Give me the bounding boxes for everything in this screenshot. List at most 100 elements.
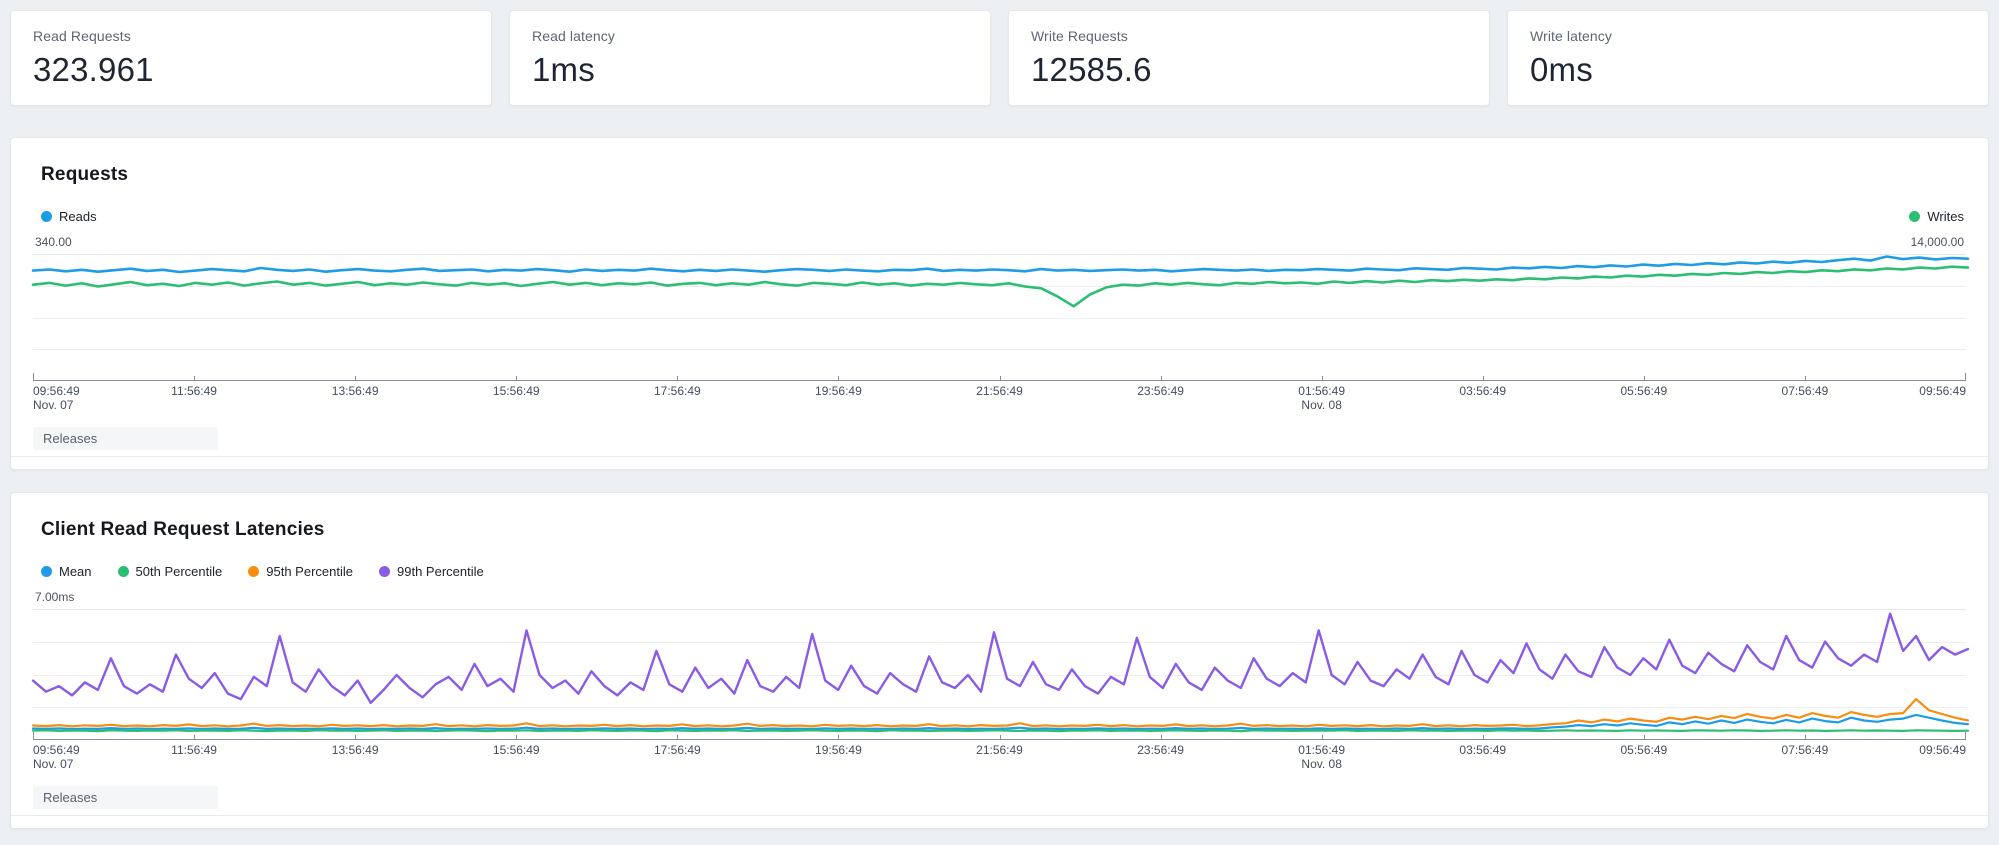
x-tick-label: 23:56:49 [1137,384,1184,398]
axis-tick [1160,376,1162,381]
panel-divider [11,456,1988,457]
legend-item[interactable]: Mean [41,564,92,579]
axis-tick [677,735,679,740]
axis-tick [999,735,1001,740]
series-line-reads [31,255,1970,274]
x-tick-label: 05:56:49 [1620,384,1668,398]
x-tick-label: 23:56:49 [1137,743,1184,757]
x-tick-label: 09:56:49 [1919,384,1966,398]
panel-title: Client Read Request Latencies [41,519,325,540]
series-line-50th-percentile [31,729,1970,733]
chart-plot-area[interactable] [31,254,1970,380]
x-labels: 09:56:49 Nov. 07 11:56:49 13:56:49 15:56:49 1… [33,743,1966,777]
x-tick-label: 05:56:49 [1620,743,1668,757]
legend-label: 95th Percentile [266,563,353,579]
x-tick-label: 13:56:49 [331,384,379,398]
axis-tick [194,376,196,381]
releases-toggle[interactable]: Releases [33,786,218,809]
series-line-95th-percentile [31,697,1970,728]
stat-card-read-requests: Read Requests 323.961 [10,10,492,106]
stat-value: 323.961 [33,51,154,88]
legend-label: Mean [59,563,92,579]
stat-card-row: Read Requests 323.961 Read latency 1ms W… [0,0,1999,106]
axis-tick [355,735,357,740]
x-tick-label: 21:56:49 [976,384,1023,398]
x-axis [33,373,1966,381]
axis-tick [1321,735,1323,740]
axis-tick [516,376,518,381]
x-tick-label: 09:56:49 [1919,743,1966,757]
axis-tick [1643,376,1645,381]
x-tick-label: 11:56:49 [171,384,217,398]
line-chart-svg [31,255,1970,308]
panel-title: Requests [41,164,129,185]
axis-tick [1321,376,1323,381]
line-chart-svg [31,612,1970,733]
releases-toggle[interactable]: Releases [33,427,218,450]
x-tick-label: 07:56:49 [1781,384,1829,398]
legend-item[interactable]: Writes [1909,209,1964,224]
legend-item[interactable]: 50th Percentile [117,563,223,579]
series-line-writes [31,265,1970,308]
series-line-99th-percentile [31,612,1970,705]
axis-tick [838,376,840,381]
x-tick-label: 03:56:49 [1459,384,1507,398]
legend-item[interactable]: Reads [41,209,97,224]
y-axis-labels: 7.00ms [33,590,1966,605]
legend-row: Reads Writes [33,208,1966,224]
stat-card-write-latency: Write latency 0ms [1507,10,1989,106]
stat-value: 0ms [1530,51,1593,88]
requests-panel: Requests Reads Writes 340.00 14,000.00 0… [10,137,1989,470]
x-tick-label: 01:56:49 Nov. 08 [1298,384,1346,412]
legend-dot-icon [41,565,52,577]
x-tick-label: 01:56:49 Nov. 08 [1298,743,1346,771]
stat-label: Read latency [532,28,615,44]
x-tick-label: 03:56:49 [1459,743,1507,757]
x-labels: 09:56:49 Nov. 07 11:56:49 13:56:49 15:56:49 1… [33,384,1966,418]
x-tick-label: 17:56:49 [653,743,701,757]
stat-label: Read Requests [33,28,131,44]
y-max-right-label: 14,000.00 [1910,235,1964,249]
axis-tick [838,735,840,740]
axis-tick [355,376,357,381]
legend-item[interactable]: 99th Percentile [379,564,484,579]
legend-label: Reads [59,208,97,224]
x-tick-label: 09:56:49 Nov. 07 [33,384,80,412]
axis-tick [1965,373,1966,381]
y-max-left-label: 7.00ms [35,590,75,604]
legend-item[interactable]: 95th Percentile [248,564,353,579]
legend-dot-icon [41,210,52,222]
axis-tick [33,732,34,740]
x-tick-label: 19:56:49 [815,384,862,398]
axis-tick [1965,732,1966,740]
legend-left: Mean 50th Percentile 95th Percentile 99th P… [41,564,484,579]
legend-label: 50th Percentile [135,563,223,579]
x-tick-label: 09:56:49 Nov. 07 [33,743,80,771]
axis-tick [1643,735,1645,740]
axis-tick [1804,735,1806,740]
x-axis [33,732,1966,740]
x-tick-label: 11:56:49 [171,743,217,757]
x-tick-label: 13:56:49 [331,743,379,757]
x-tick-label: 17:56:49 [653,384,701,398]
axis-tick [1482,735,1484,740]
legend-dot-icon [117,565,129,577]
chart-plot-area[interactable] [31,609,1970,739]
y-max-left-label: 340.00 [35,235,72,249]
panel-divider [11,815,1988,816]
axis-tick [999,376,1001,381]
axis-tick [677,376,679,381]
stat-card-read-latency: Read latency 1ms [509,10,991,106]
legend-label: Writes [1927,208,1964,224]
legend-row: Mean 50th Percentile 95th Percentile 99th P… [33,563,1966,579]
stat-value: 12585.6 [1031,51,1152,88]
latencies-panel: Client Read Request Latencies Mean 50th P… [10,492,1989,829]
stat-value: 1ms [532,51,595,88]
x-tick-label: 07:56:49 [1781,743,1829,757]
legend-right: Writes [1909,209,1964,224]
y-axis-labels: 340.00 14,000.00 [33,235,1966,250]
legend-dot-icon [379,565,390,577]
axis-tick [194,735,196,740]
stat-label: Write Requests [1031,28,1128,44]
